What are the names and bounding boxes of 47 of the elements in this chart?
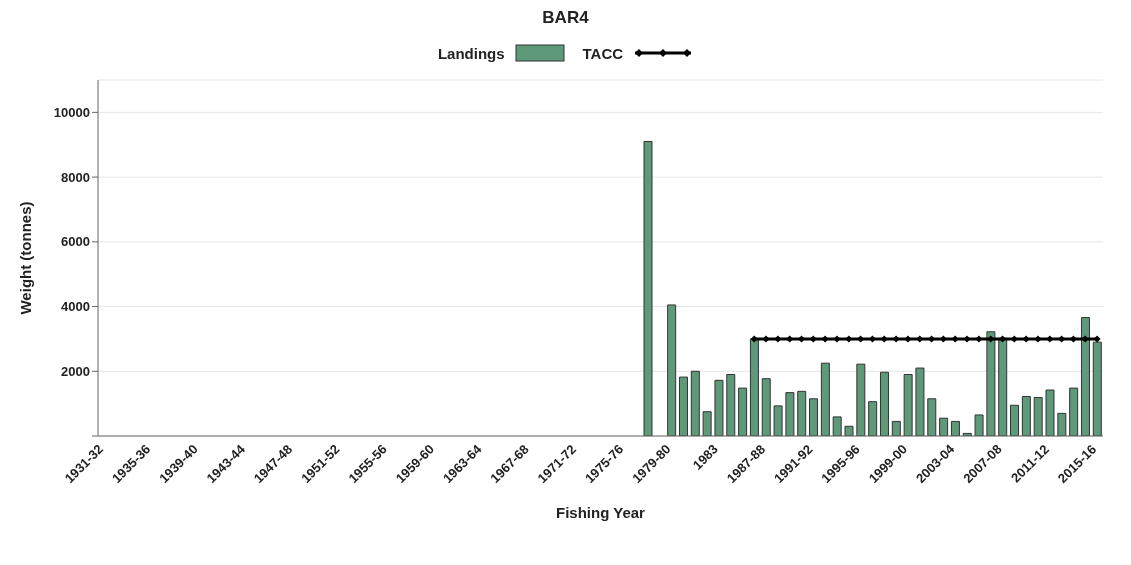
bar (738, 387, 748, 436)
bar (690, 370, 700, 436)
bar (939, 417, 949, 436)
bar (915, 367, 925, 436)
bar (643, 140, 653, 436)
legend-label: TACC (582, 44, 624, 62)
bar (844, 425, 854, 436)
bar (950, 420, 960, 436)
bar (702, 411, 712, 436)
bar (927, 398, 937, 436)
y-tick-label: 10000 (53, 104, 90, 120)
bar (667, 304, 677, 436)
bar (832, 416, 842, 436)
bar (891, 420, 901, 436)
y-tick-label: 6000 (61, 234, 90, 250)
x-axis-title: Fishing Year (556, 504, 646, 521)
bar (1033, 396, 1043, 436)
bar (1057, 412, 1067, 436)
bar (797, 390, 807, 436)
bar (974, 414, 984, 436)
bar (868, 401, 878, 436)
bar (1021, 396, 1031, 436)
y-tick-label: 8000 (61, 169, 90, 185)
bar (1080, 317, 1090, 436)
y-axis-title: Weight (tonnes) (17, 201, 35, 315)
y-tick-label: 2000 (61, 363, 90, 379)
bar (903, 374, 913, 436)
bar (1069, 387, 1079, 436)
bar (1045, 389, 1055, 436)
y-tick-label: 4000 (61, 299, 90, 315)
bar (726, 374, 736, 436)
bar (773, 405, 783, 436)
bar (856, 363, 866, 436)
bar (998, 337, 1008, 436)
bar (879, 371, 889, 436)
bar (1010, 404, 1020, 436)
bar (761, 378, 771, 436)
bar (986, 331, 996, 436)
bar (809, 398, 819, 436)
bar (678, 376, 688, 436)
legend-label: Landings (437, 44, 505, 62)
chart-title: BAR4 (541, 8, 590, 28)
bar (714, 379, 724, 436)
bar (785, 392, 795, 436)
bar (1092, 341, 1102, 436)
bar (820, 362, 830, 436)
bar (749, 338, 759, 436)
